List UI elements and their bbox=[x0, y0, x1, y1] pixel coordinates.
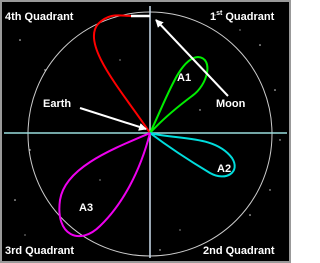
loop-label: A3 bbox=[79, 202, 93, 214]
quadrant-suffix: st bbox=[216, 10, 223, 17]
quadrant-rest: Quadrant bbox=[225, 11, 274, 23]
page: 4th Quadrant 1stQuadrant 3rd Quadrant 2n… bbox=[0, 0, 320, 263]
quadrant-label: 2nd Quadrant bbox=[203, 245, 275, 257]
quadrant-label: 4th Quadrant bbox=[5, 11, 74, 23]
earth-label: Earth bbox=[43, 98, 71, 110]
loop-label: A1 bbox=[177, 72, 191, 84]
quadrant-label: 3rd Quadrant bbox=[5, 245, 74, 257]
background bbox=[1, 1, 290, 262]
loop-label: A2 bbox=[217, 163, 231, 175]
moon-label: Moon bbox=[216, 98, 246, 110]
